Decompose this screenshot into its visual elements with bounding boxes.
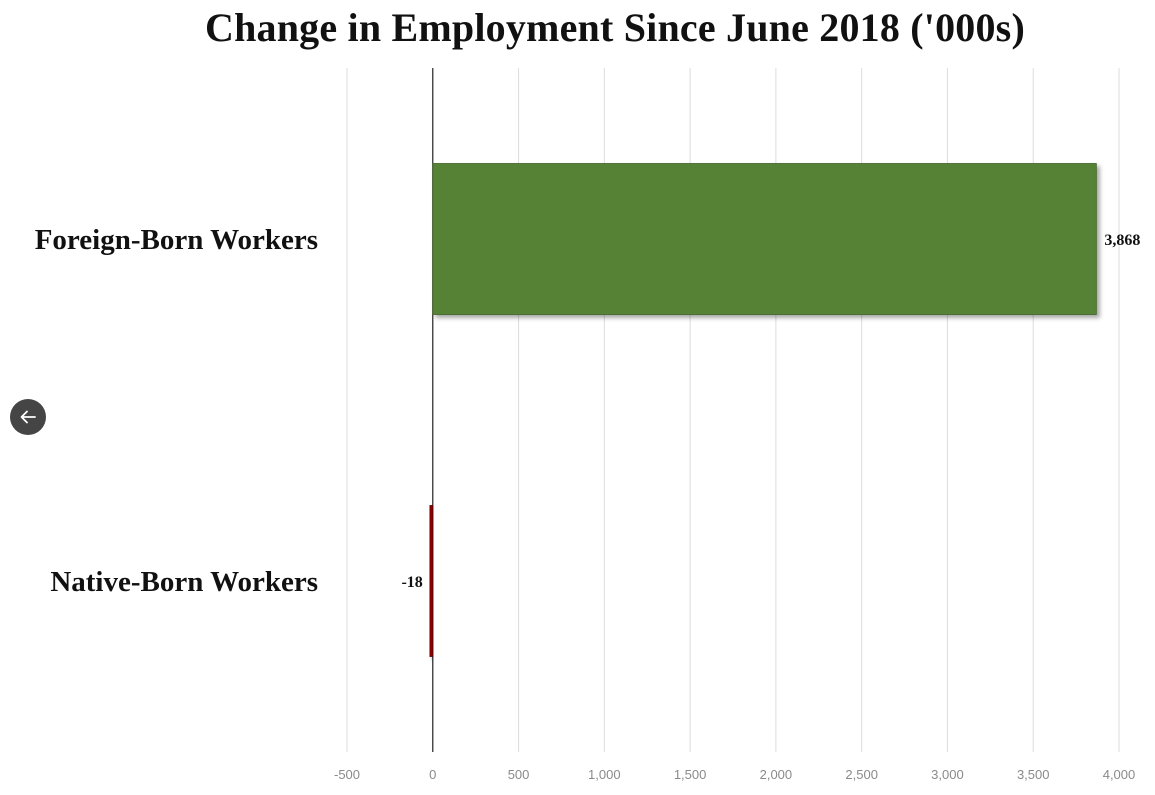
labels: -500 0 500 1,000 1,500 2,000 2,500 3,000 3,500 4,… bbox=[35, 224, 1141, 782]
category-label: Native-Born Workers bbox=[50, 566, 318, 598]
bar bbox=[429, 505, 434, 657]
x-tick-label: 2,500 bbox=[845, 767, 878, 782]
bar bbox=[432, 163, 1097, 315]
bars bbox=[429, 163, 1097, 657]
chart-title: Change in Employment Since June 2018 ('0… bbox=[205, 5, 1025, 50]
x-tick-label: 500 bbox=[508, 767, 530, 782]
data-label: 3,868 bbox=[1104, 232, 1140, 249]
x-tick-label: 2,000 bbox=[760, 767, 793, 782]
data-label: -18 bbox=[401, 574, 422, 591]
x-tick-label: 1,000 bbox=[588, 767, 621, 782]
x-tick-label: 0 bbox=[429, 767, 436, 782]
back-button[interactable] bbox=[10, 399, 46, 435]
category-label: Foreign-Born Workers bbox=[35, 224, 318, 256]
x-tick-label: 3,000 bbox=[931, 767, 964, 782]
x-tick-label: 1,500 bbox=[674, 767, 707, 782]
x-tick-label: -500 bbox=[334, 767, 360, 782]
x-tick-label: 4,000 bbox=[1103, 767, 1136, 782]
x-tick-label: 3,500 bbox=[1017, 767, 1050, 782]
arrow-left-icon bbox=[20, 410, 36, 424]
